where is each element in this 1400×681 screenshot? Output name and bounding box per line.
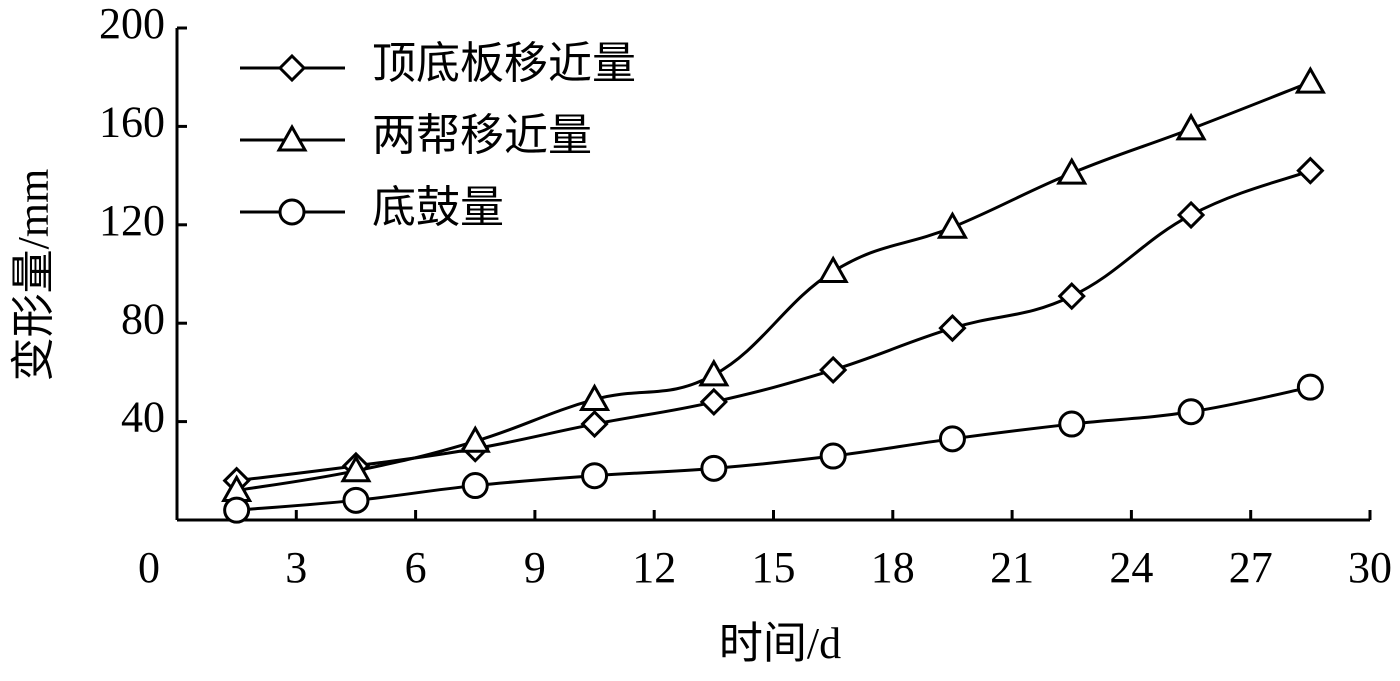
y-tick-label: 160: [99, 97, 165, 146]
marker: [1177, 398, 1205, 426]
x-tick-label: 15: [752, 543, 796, 592]
marker: [1296, 373, 1324, 401]
marker: [580, 409, 609, 439]
y-axis-label: 变形量/mm: [9, 169, 58, 382]
marker: [699, 387, 728, 417]
legend-marker: [276, 123, 308, 152]
x-tick-label: 6: [405, 543, 427, 592]
series-line: [236, 80, 1311, 492]
marker: [1175, 112, 1207, 141]
marker: [459, 425, 491, 453]
marker: [938, 425, 966, 453]
marker: [700, 454, 728, 482]
marker: [819, 442, 847, 470]
marker: [938, 313, 967, 343]
marker: [223, 496, 251, 524]
legend-label: 顶底板移近量: [372, 39, 636, 88]
marker: [1176, 200, 1206, 230]
marker: [1296, 156, 1325, 185]
x-tick-label: 18: [871, 543, 915, 592]
marker: [342, 486, 370, 514]
y-tick-label: 80: [121, 294, 165, 343]
legend-marker: [278, 198, 306, 226]
x-axis-label: 时间/d: [719, 619, 841, 668]
y-tick-label: 200: [99, 0, 165, 48]
y-tick-label: 120: [99, 196, 165, 245]
marker: [1294, 66, 1326, 94]
marker: [581, 462, 609, 490]
x-tick-label: 30: [1348, 543, 1392, 592]
x-tick-label: 12: [632, 543, 676, 592]
x-tick-label: 21: [990, 543, 1034, 592]
legend-marker: [277, 53, 307, 83]
marker: [817, 255, 849, 284]
marker: [340, 454, 372, 483]
series-line: [236, 385, 1311, 512]
y-tick-label: 40: [121, 393, 165, 442]
series-line: [236, 169, 1311, 483]
marker: [1056, 157, 1088, 185]
x-tick-label: 3: [285, 543, 307, 592]
marker: [1058, 410, 1086, 438]
x-tick-label: 27: [1229, 543, 1273, 592]
x-tick-label: 9: [524, 543, 546, 592]
legend-label: 两帮移近量: [372, 111, 592, 160]
legend-label: 底鼓量: [372, 183, 504, 232]
marker: [1057, 282, 1086, 311]
marker: [819, 355, 848, 385]
x-tick-label: 24: [1109, 543, 1153, 592]
marker: [461, 472, 489, 500]
marker: [936, 211, 969, 239]
marker: [578, 383, 611, 411]
x-tick-label: 0: [138, 543, 160, 592]
marker: [698, 358, 730, 387]
